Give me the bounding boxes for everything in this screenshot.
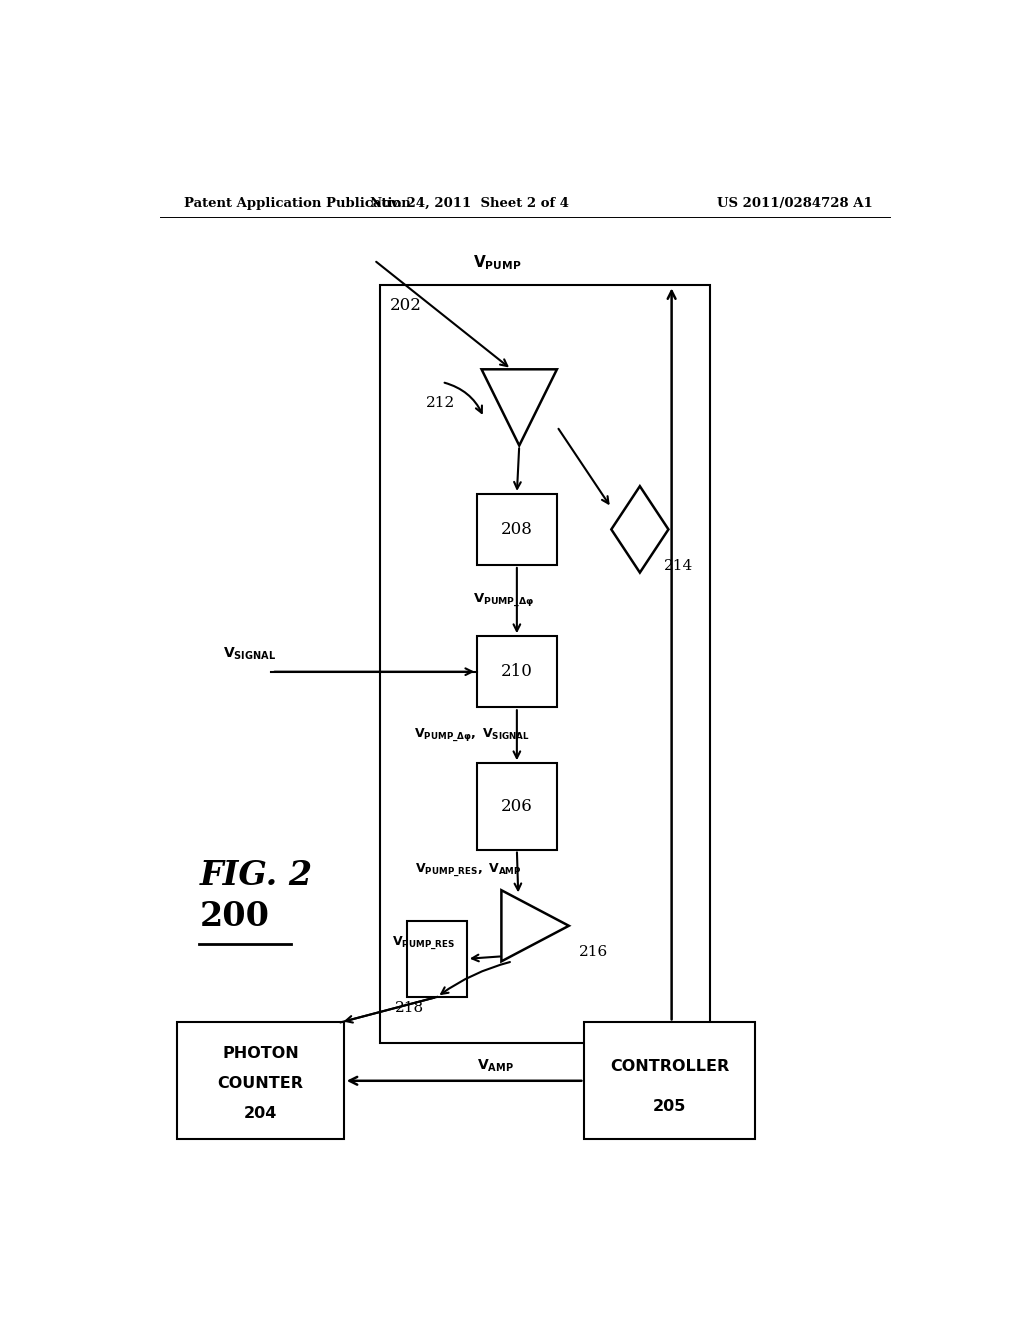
Bar — [477, 763, 557, 850]
Text: $\mathbf{V}_{\mathbf{PUMP\_\Delta\varphi}}$$\mathbf{,\ V}_{\mathbf{SIGNAL}}$: $\mathbf{V}_{\mathbf{PUMP\_\Delta\varphi… — [414, 726, 529, 744]
Text: COUNTER: COUNTER — [217, 1076, 303, 1090]
Bar — [477, 494, 557, 565]
Text: 200: 200 — [200, 900, 269, 933]
Text: CONTROLLER: CONTROLLER — [610, 1059, 729, 1074]
Bar — [408, 921, 467, 997]
Bar — [477, 636, 557, 708]
Text: $\mathbf{V}_{\mathbf{SIGNAL}}$: $\mathbf{V}_{\mathbf{SIGNAL}}$ — [223, 645, 276, 661]
Text: Patent Application Publication: Patent Application Publication — [183, 197, 411, 210]
Text: 214: 214 — [664, 560, 693, 573]
Text: $\mathbf{V}_{\mathbf{PUMP\_\Delta\varphi}}$: $\mathbf{V}_{\mathbf{PUMP\_\Delta\varphi… — [473, 591, 535, 609]
Text: 208: 208 — [501, 521, 532, 537]
Text: 212: 212 — [426, 396, 455, 411]
Bar — [585, 1022, 755, 1139]
Text: 204: 204 — [244, 1106, 278, 1121]
Text: 205: 205 — [653, 1100, 686, 1114]
Text: $\mathbf{V}_{\mathbf{PUMP\_RES}}$: $\mathbf{V}_{\mathbf{PUMP\_RES}}$ — [392, 935, 456, 952]
Text: $\mathbf{V}_{\mathbf{PUMP\_RES}}$$\mathbf{,\ V}_{\mathbf{AMP}}$: $\mathbf{V}_{\mathbf{PUMP\_RES}}$$\mathb… — [416, 861, 522, 879]
Text: 216: 216 — [579, 945, 608, 960]
Text: 202: 202 — [390, 297, 422, 314]
Text: 206: 206 — [501, 797, 532, 814]
Text: 218: 218 — [394, 1001, 424, 1015]
Text: Nov. 24, 2011  Sheet 2 of 4: Nov. 24, 2011 Sheet 2 of 4 — [370, 197, 568, 210]
Text: $\mathbf{V}_{\mathbf{PUMP}}$: $\mathbf{V}_{\mathbf{PUMP}}$ — [473, 253, 521, 272]
Bar — [380, 285, 710, 1043]
Text: 210: 210 — [501, 663, 532, 680]
Text: US 2011/0284728 A1: US 2011/0284728 A1 — [717, 197, 872, 210]
Text: PHOTON: PHOTON — [222, 1047, 299, 1061]
Bar — [177, 1022, 344, 1139]
Text: FIG. 2: FIG. 2 — [200, 859, 312, 892]
Text: $\mathbf{V}_{\mathbf{AMP}}$: $\mathbf{V}_{\mathbf{AMP}}$ — [477, 1057, 514, 1074]
